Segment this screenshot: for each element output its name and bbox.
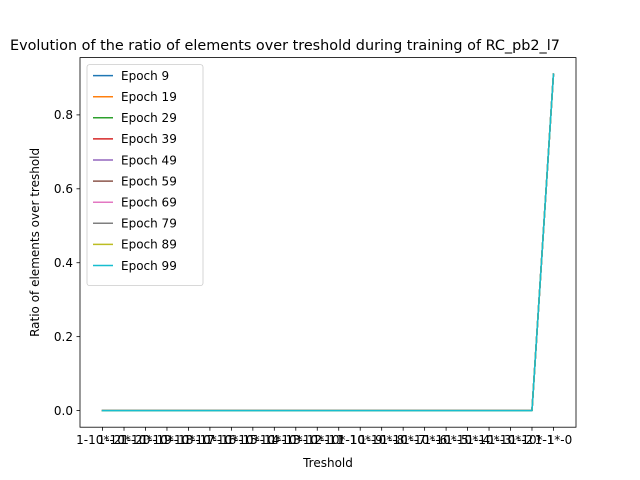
x-tick-label: 1-10*-1 (509, 433, 554, 447)
x-tick-label: 1-10*-16 (183, 433, 236, 447)
series-line-10 (101, 73, 555, 412)
x-tick-label: 1-10*-4 (445, 433, 490, 447)
x-tick-label: 1-10*-15 (205, 433, 258, 447)
x-tick-label: 1-10*-6 (402, 433, 447, 447)
y-axis-label: Ratio of elements over treshold (28, 148, 42, 337)
x-tick-label: 1-10*-8 (359, 433, 404, 447)
legend-frame (86, 64, 204, 286)
x-tick-label: 1-10*-17 (162, 433, 215, 447)
x-axis-label: Treshold (302, 456, 353, 470)
x-tick-label: 1-10*-14 (226, 433, 279, 447)
legend: Epoch 9 Epoch 19 Epoch 29 Epoch 39 Epoch 49 E… (86, 64, 204, 286)
x-tick-label: 1-10*-12 (269, 433, 322, 447)
legend-label: Epoch 59 (121, 174, 177, 188)
x-axis-ticks: 1-10*-211-10*-201-10*-191-10*-181-10*-17… (76, 427, 572, 447)
legend-label: Epoch 19 (121, 90, 177, 104)
legend-label: Epoch 79 (121, 217, 177, 231)
y-tick-label: 0.2 (54, 330, 73, 344)
x-tick-label: 1-10*-11 (291, 433, 344, 447)
y-tick-label: 0.0 (54, 404, 73, 418)
x-tick-label: 1-10*-7 (381, 433, 426, 447)
chart-title: Evolution of the ratio of elements over … (10, 38, 560, 54)
legend-label: Epoch 69 (121, 196, 177, 210)
x-tick-label: 1-10*-5 (423, 433, 468, 447)
axes-frame (79, 57, 577, 428)
legend-label: Epoch 49 (121, 153, 177, 167)
x-tick-label: 1-10*-19 (119, 433, 172, 447)
x-tick-label: 1-1*-0 (535, 433, 573, 447)
y-axis-ticks: 0.0 0.2 0.4 0.6 0.8 (54, 108, 80, 418)
legend-label: Epoch 39 (121, 132, 177, 146)
plot-lines (101, 73, 555, 412)
legend-label: Epoch 99 (121, 259, 177, 273)
legend-label: Epoch 29 (121, 111, 177, 125)
x-tick-label: 1-10*-21 (76, 433, 129, 447)
y-tick-label: 0.6 (54, 182, 73, 196)
x-tick-label: 1-10*-9 (338, 433, 383, 447)
y-tick-label: 0.4 (54, 256, 73, 270)
legend-label: Epoch 9 (121, 69, 169, 83)
x-tick-label: 1-10*-18 (141, 433, 194, 447)
legend-label: Epoch 89 (121, 238, 177, 252)
x-tick-label: 1-10*-10 (312, 433, 365, 447)
y-tick-label: 0.8 (54, 108, 73, 122)
x-tick-label: 1-10*-3 (466, 433, 511, 447)
x-tick-label: 1-10*-20 (98, 433, 151, 447)
x-tick-label: 1-10*-2 (488, 433, 533, 447)
x-tick-label: 1-10*-13 (248, 433, 301, 447)
